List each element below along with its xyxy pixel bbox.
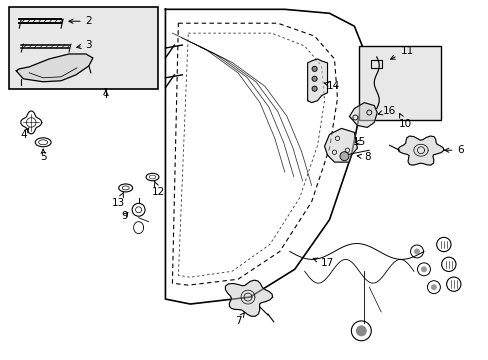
Text: 17: 17	[313, 258, 333, 268]
Text: 1: 1	[102, 88, 109, 98]
Text: 12: 12	[152, 181, 165, 197]
Text: 14: 14	[324, 81, 340, 91]
Circle shape	[339, 152, 348, 161]
Text: 13: 13	[112, 193, 125, 208]
Text: 7: 7	[234, 313, 244, 326]
Polygon shape	[16, 54, 93, 82]
Text: 10: 10	[398, 113, 411, 130]
Circle shape	[413, 248, 419, 255]
Circle shape	[311, 66, 316, 71]
Polygon shape	[349, 103, 376, 127]
Circle shape	[311, 76, 316, 81]
Circle shape	[430, 284, 436, 290]
Text: 9: 9	[121, 211, 128, 221]
Polygon shape	[225, 280, 272, 316]
FancyBboxPatch shape	[9, 7, 158, 89]
Bar	[370, 60, 382, 68]
Circle shape	[311, 86, 316, 91]
Text: 6: 6	[444, 145, 463, 155]
Text: 16: 16	[378, 105, 395, 116]
Polygon shape	[324, 129, 357, 162]
Text: 5: 5	[40, 149, 46, 162]
Text: 2: 2	[69, 16, 92, 26]
Text: 11: 11	[390, 46, 413, 59]
Circle shape	[355, 325, 366, 336]
Text: 3: 3	[77, 40, 92, 50]
Text: 15: 15	[352, 137, 365, 147]
Text: 8: 8	[356, 152, 370, 162]
Polygon shape	[307, 59, 327, 103]
Polygon shape	[397, 136, 443, 165]
Circle shape	[420, 266, 426, 272]
FancyBboxPatch shape	[359, 46, 440, 121]
Text: 4: 4	[20, 127, 29, 140]
